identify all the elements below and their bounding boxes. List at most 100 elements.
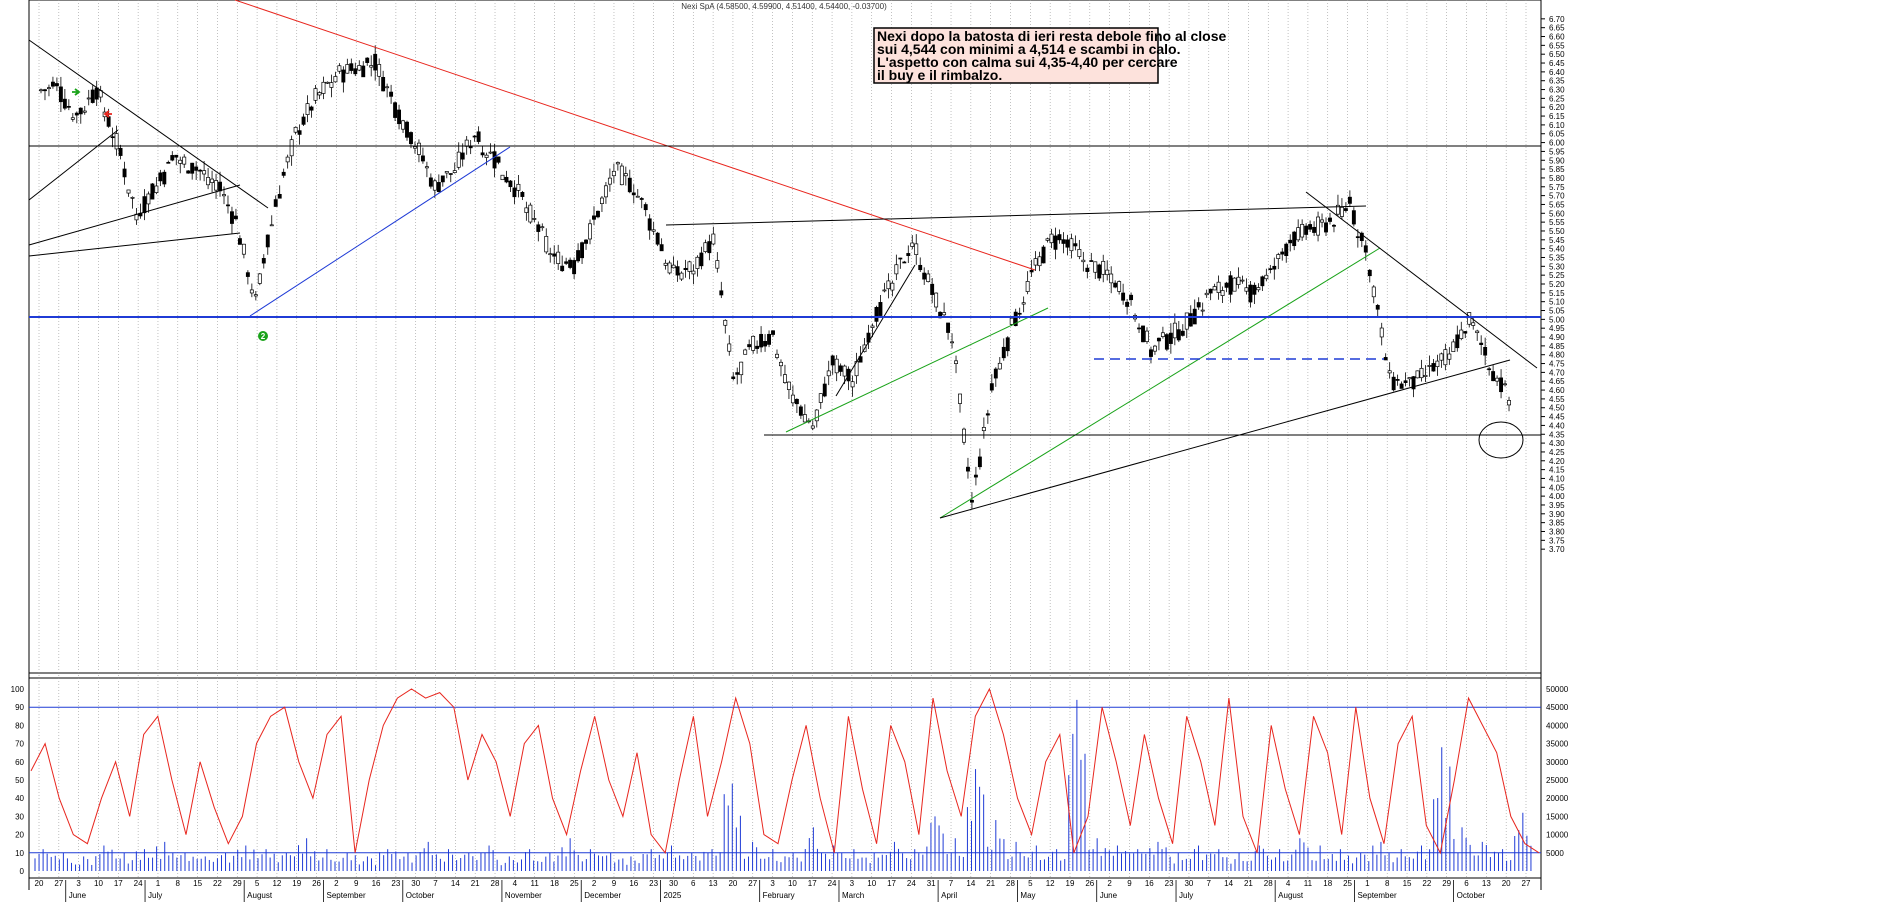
candle-body [1005,337,1010,352]
candle-body [413,146,417,149]
x-day-label: 26 [1085,879,1094,888]
candle-body [178,159,183,164]
candle-body [345,64,350,74]
candle-body [1312,226,1317,233]
x-month-label: September [1357,891,1396,900]
candle-body [1288,239,1293,244]
x-day-label: 11 [531,879,540,888]
candle-body [1113,282,1118,288]
x-day-label: 29 [1442,879,1451,888]
candle-body [958,393,962,404]
candle-body [1045,238,1050,241]
x-day-label: 20 [35,879,44,888]
candle-body [711,233,716,245]
candle-body [695,256,700,269]
price-tick-label: 4.25 [1549,448,1565,457]
candle-body [106,116,111,127]
candle-body [146,193,151,205]
candle-body [1117,281,1122,292]
price-tick-label: 5.25 [1549,271,1565,280]
x-day-label: 10 [867,879,876,888]
x-day-label: 6 [691,879,696,888]
candle-body [727,343,732,352]
x-day-label: 2 [592,879,597,888]
candle-body [114,133,119,150]
annotation-line-4: il buy e il rimbalzo. [877,67,1002,83]
candle-body [858,356,863,363]
price-tick-label: 6.25 [1549,94,1565,103]
candle-body [1479,342,1484,345]
candle-body [918,264,923,271]
annotation-line-1: Nexi dopo la batosta di ieri resta debol… [877,28,1227,44]
candle-body [1363,245,1368,253]
x-day-label: 13 [1482,879,1491,888]
price-tick-label: 5.75 [1549,183,1565,192]
candle-body [249,289,254,294]
candle-body [265,234,270,248]
annotation-background [873,27,1159,84]
candle-body [703,242,708,252]
candle-body [1264,274,1269,280]
trend-lines [28,0,1541,519]
candle-body [1252,284,1257,295]
x-month-label: December [584,891,621,900]
x-day-label: 25 [1343,879,1352,888]
candle-body [50,81,55,87]
candle-body [1069,238,1074,252]
candle-body [1188,313,1193,327]
price-tick-label: 4.45 [1549,413,1565,422]
candle-body [922,272,927,280]
x-day-label: 31 [927,879,936,888]
candle-body [1471,322,1476,326]
x-day-label: 16 [629,879,638,888]
x-day-label: 11 [1304,879,1313,888]
candle-body [1248,284,1253,303]
candle-body [126,189,131,194]
candle-body [440,175,445,183]
candle-body [635,195,640,198]
x-month-label: October [406,891,435,900]
candle-body [878,302,883,316]
volume-tick-label: 5000 [1546,849,1564,858]
candle-body [671,264,676,269]
price-tick-label: 4.95 [1549,324,1565,333]
candle-body [536,224,541,232]
candle-body [428,177,433,187]
x-day-label: 7 [1207,879,1212,888]
candle-body [1033,258,1038,266]
candle-body [834,358,839,374]
candle-body [1451,341,1456,353]
chart-title: Nexi SpA (4.58500, 4.59900, 4.51400, 4.5… [681,2,887,11]
trendline-green-2 [939,247,1381,519]
candle-body [783,374,787,383]
x-day-label: 14 [966,879,975,888]
candle-body [341,69,346,83]
x-day-label: 24 [134,879,143,888]
candle-body [1021,302,1026,305]
x-day-label: 6 [1464,879,1469,888]
candle-body [337,65,342,72]
trendline-black-neckline [665,205,1367,226]
oscillator-line [30,687,1540,855]
candle-body [560,265,565,272]
price-tick-label: 4.65 [1549,377,1565,386]
candle-body [1196,302,1201,308]
candle-body [393,102,398,118]
x-month-label: May [1020,891,1035,900]
trendline-green-1 [785,307,1049,433]
price-tick-label: 5.30 [1549,262,1565,271]
price-tick-label: 3.85 [1549,519,1565,528]
x-day-label: 3 [76,879,81,888]
candle-body [663,262,668,266]
candle-body [241,243,246,255]
candle-body [313,88,318,101]
price-tick-label: 4.00 [1549,492,1565,501]
trendline-black-1 [28,39,269,209]
candle-body [66,105,71,108]
candle-body [1256,287,1261,291]
candle-body [985,413,990,416]
candle-body [194,166,199,171]
candle-body [966,466,970,472]
candle-body [1013,311,1018,327]
